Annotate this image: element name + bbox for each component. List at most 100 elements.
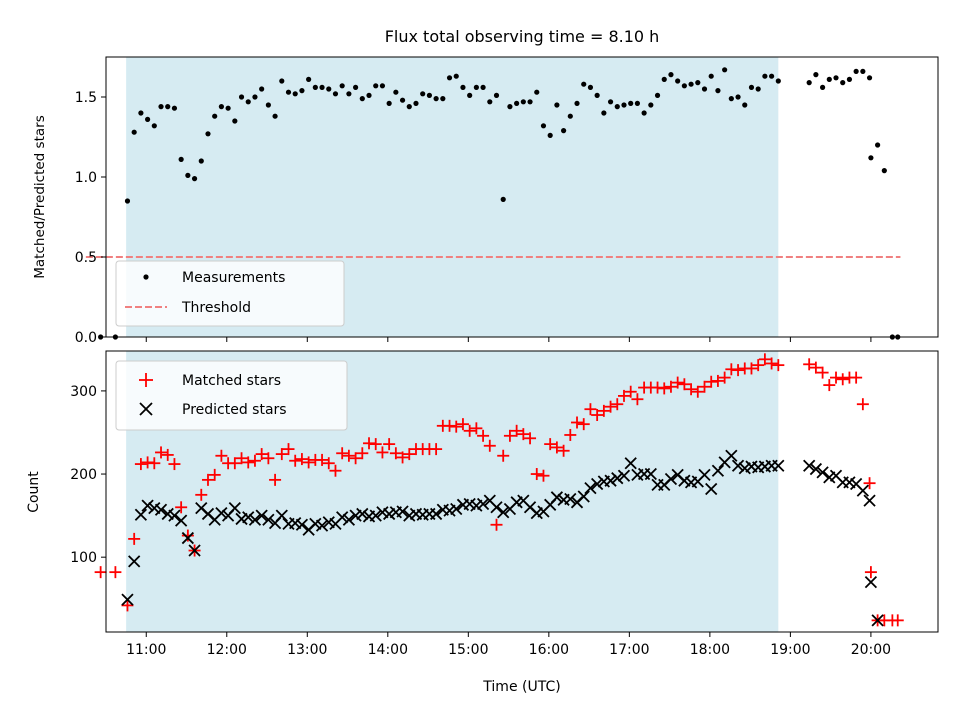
predicted-stars-point bbox=[295, 518, 309, 531]
measurement-point bbox=[755, 86, 761, 92]
measurement-point bbox=[453, 73, 459, 79]
measurement-point bbox=[681, 83, 687, 89]
measurement-point bbox=[860, 68, 866, 74]
matched-stars-point bbox=[745, 362, 758, 375]
predicted-stars-point bbox=[864, 575, 878, 589]
matched-stars-point bbox=[685, 383, 698, 396]
measurement-point bbox=[628, 100, 634, 106]
measurement-point bbox=[708, 73, 714, 79]
y-tick-label: 200 bbox=[70, 467, 97, 483]
measurement-point bbox=[769, 73, 775, 79]
measurement-point bbox=[292, 91, 298, 97]
measurement-point bbox=[178, 156, 184, 162]
matched-stars-point bbox=[611, 398, 624, 411]
measurement-point bbox=[701, 86, 708, 92]
matched-stars-point bbox=[864, 566, 877, 579]
top-x-ticks bbox=[145, 337, 872, 342]
matched-stars-point bbox=[758, 353, 771, 366]
matched-stars-point bbox=[816, 366, 829, 379]
measurement-point bbox=[467, 92, 473, 98]
matched-stars-point bbox=[255, 448, 268, 461]
measurement-point bbox=[413, 100, 419, 106]
y-tick-label: 1.0 bbox=[75, 170, 97, 186]
predicted-stars-point bbox=[342, 513, 356, 526]
matched-stars-point bbox=[765, 357, 778, 370]
measurement-point bbox=[393, 89, 399, 95]
top-y-axis: 0.0 0.5 1.0 1.5 bbox=[75, 90, 106, 346]
matched-stars-point bbox=[316, 453, 329, 466]
y-tick-label: 0.5 bbox=[75, 250, 97, 266]
measurement-point bbox=[399, 97, 406, 103]
predicted-stars-point bbox=[175, 514, 188, 527]
measurement-point bbox=[728, 96, 734, 102]
measurement-point bbox=[875, 142, 881, 148]
measurement-point bbox=[319, 84, 325, 90]
measurement-point bbox=[373, 83, 379, 89]
measurement-point bbox=[866, 75, 873, 81]
predicted-stars-point bbox=[141, 499, 154, 512]
matched-stars-point bbox=[356, 447, 369, 460]
bottom-axes-frame bbox=[105, 350, 939, 633]
matched-stars-point bbox=[597, 404, 610, 417]
matched-stars-point bbox=[269, 473, 282, 486]
legend-predicted-marker bbox=[139, 402, 153, 416]
predicted-stars-point bbox=[450, 502, 463, 516]
matched-stars-point bbox=[389, 447, 402, 460]
matched-stars-point bbox=[557, 444, 570, 457]
matched-stars-point bbox=[235, 452, 248, 465]
predicted-stars-point bbox=[262, 513, 275, 526]
matched-stars-point bbox=[772, 359, 785, 372]
measurement-point bbox=[473, 84, 479, 90]
matched-stars-point bbox=[510, 424, 523, 437]
measurement-point bbox=[145, 116, 151, 122]
predicted-stars-point bbox=[315, 519, 329, 532]
matched-stars-point bbox=[809, 361, 822, 374]
predicted-stars-point bbox=[803, 459, 816, 472]
measurement-point bbox=[641, 110, 647, 116]
predicted-stars-point bbox=[188, 544, 201, 557]
matched-stars-point bbox=[403, 448, 416, 461]
predicted-stars-point bbox=[863, 494, 876, 507]
measurement-point bbox=[440, 96, 446, 102]
measurement-point bbox=[561, 128, 567, 134]
predicted-stars-point bbox=[121, 593, 134, 606]
matched-stars-point bbox=[564, 428, 577, 441]
measurement-point bbox=[426, 92, 433, 98]
measurement-point bbox=[386, 100, 392, 106]
matched-stars-point bbox=[517, 428, 530, 441]
x-tick-label: 16:00 bbox=[529, 642, 569, 658]
measurement-point bbox=[806, 80, 812, 86]
matched-stars-point bbox=[336, 447, 349, 460]
matched-stars-point bbox=[530, 468, 543, 481]
matched-stars-point bbox=[161, 448, 174, 461]
matched-stars-point bbox=[329, 464, 342, 477]
matched-stars-point bbox=[537, 469, 550, 482]
matched-stars-point bbox=[830, 371, 843, 384]
matched-stars-point bbox=[282, 443, 295, 456]
predicted-stars-point bbox=[816, 466, 829, 479]
matched-stars-point bbox=[248, 454, 261, 467]
predicted-stars-point bbox=[705, 482, 718, 496]
predicted-stars-point bbox=[429, 507, 443, 521]
predicted-stars-point bbox=[476, 497, 490, 511]
measurement-point bbox=[514, 100, 520, 106]
predicted-stars-point bbox=[871, 614, 884, 627]
matched-stars-point bbox=[691, 385, 704, 398]
measurement-point bbox=[225, 105, 231, 111]
measurement-point bbox=[607, 99, 614, 105]
matched-stars-point bbox=[175, 501, 188, 514]
bottom-panel: 100 200 300 11:00 12:00 13:00 14:00 15:00 16:00… bbox=[26, 350, 939, 695]
measurement-point bbox=[621, 102, 627, 108]
measurement-point bbox=[881, 168, 887, 174]
matched-stars-point bbox=[503, 429, 516, 442]
measurement-point bbox=[238, 94, 245, 100]
matched-stars-point bbox=[524, 432, 537, 445]
matched-stars-point bbox=[289, 454, 302, 467]
measurement-point bbox=[366, 92, 372, 98]
x-tick-label: 15:00 bbox=[448, 642, 488, 658]
measurement-point bbox=[547, 132, 553, 138]
measurement-point bbox=[359, 96, 365, 102]
measurement-point bbox=[312, 84, 318, 90]
predicted-stars-point bbox=[772, 459, 785, 472]
